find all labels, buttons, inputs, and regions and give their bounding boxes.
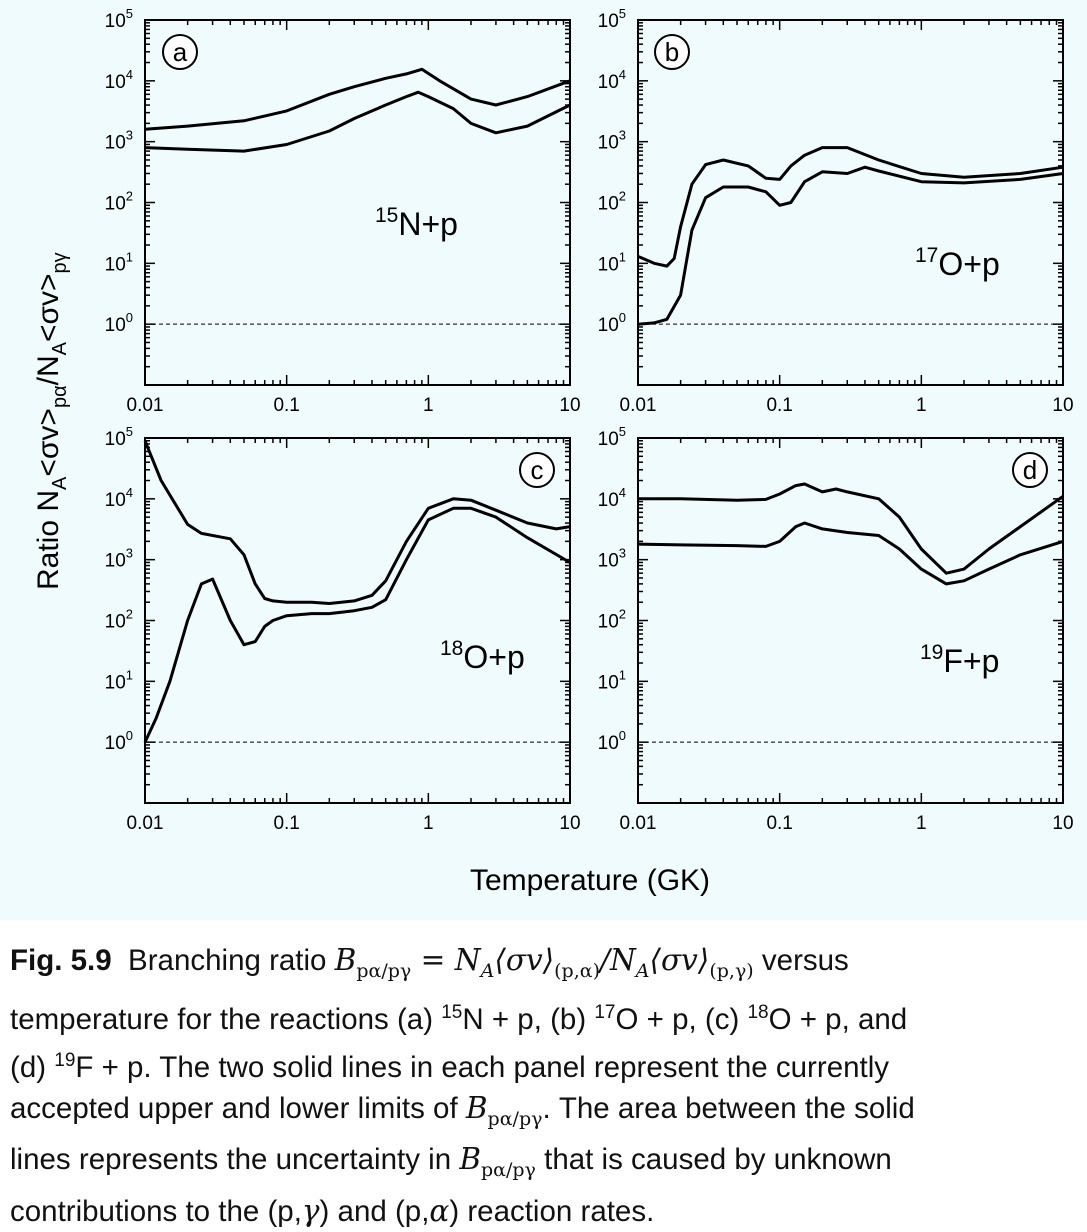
y-tick-label: 105 <box>105 424 133 450</box>
panel-label-circle <box>162 34 198 70</box>
y-tick-label: 103 <box>105 128 133 154</box>
panel-c: 0.01 0.1 1 10 100 101 102 103 104 105 c 18O+p <box>105 424 581 834</box>
upper-limit-line <box>143 440 571 605</box>
x-tick-label: 0.1 <box>766 395 792 416</box>
x-tick-label: 10 <box>1052 395 1073 416</box>
y-tick-label: 102 <box>105 607 133 633</box>
caption-math: Bpα/pγ = NA⟨σv⟩(p,α)/NA⟨σv⟩(p,γ) <box>334 943 754 982</box>
y-tick-label: 104 <box>598 485 626 511</box>
y-tick-label: 105 <box>105 6 133 32</box>
panel-label: a <box>173 37 188 67</box>
caption-line-1: Fig. 5.9 Branching ratio Bpα/pγ = NA⟨σv⟩… <box>10 943 849 982</box>
caption-line-5: lines represents the uncertainty in Bpα/… <box>10 1142 892 1182</box>
x-axis-label: Temperature (GK) <box>470 864 710 897</box>
x-tick-label: 0.01 <box>620 395 657 416</box>
reaction-label: 17O+p <box>915 244 1000 282</box>
panel-a: 0.01 0.1 1 10 100 101 102 103 104 105 a 15N+p <box>105 6 581 416</box>
panel-label: b <box>665 37 679 67</box>
x-tick-label: 10 <box>559 813 580 834</box>
caption-line-2: temperature for the reactions (a) 15N + … <box>10 1001 908 1036</box>
lower-limit-line <box>144 90 571 153</box>
y-tick-label: 105 <box>598 6 626 32</box>
x-tick-label: 1 <box>423 395 434 416</box>
lower-limit-line <box>143 506 571 743</box>
y-tick-label: 100 <box>105 728 133 754</box>
x-tick-label: 1 <box>916 395 927 416</box>
panel-d: 0.01 0.1 1 10 100 101 102 103 104 105 d 19F+p <box>598 424 1074 834</box>
y-tick-label: 103 <box>598 546 626 572</box>
upper-limit-line <box>144 67 571 131</box>
y-tick-label: 104 <box>105 485 133 511</box>
y-tick-label: 104 <box>105 67 133 93</box>
x-tick-label: 10 <box>559 395 580 416</box>
x-tick-label: 1 <box>916 813 927 834</box>
panel-frame <box>637 19 1064 386</box>
figure-number: Fig. 5.9 <box>10 944 112 977</box>
panel-label-circle <box>654 34 690 70</box>
x-tick-label: 0.1 <box>273 395 299 416</box>
upper-limit-line <box>638 482 1064 575</box>
y-axis-label: Ratio NA<σv>pα/NA<σv>pγ <box>32 252 71 590</box>
panel-b: 0.01 0.1 1 10 100 101 102 103 104 105 b 17O+p <box>598 6 1074 416</box>
figure-caption: Fig. 5.9 Branching ratio Bpα/pγ = NA⟨σv⟩… <box>10 940 1070 1232</box>
caption-line-3: (d) 19F + p. The two solid lines in each… <box>10 1049 890 1084</box>
panel-label: d <box>1023 455 1037 485</box>
panel-frame <box>144 437 571 804</box>
panel-label: c <box>531 455 544 485</box>
lower-limit-line <box>637 521 1064 586</box>
x-tick-label: 0.01 <box>620 813 657 834</box>
x-tick-label: 10 <box>1052 813 1073 834</box>
x-tick-label: 1 <box>423 813 434 834</box>
reaction-label: 15N+p <box>375 204 458 242</box>
y-tick-label: 101 <box>598 249 626 275</box>
y-tick-label: 103 <box>105 546 133 572</box>
y-tick-label: 101 <box>598 667 626 693</box>
y-tick-label: 100 <box>598 310 626 336</box>
x-tick-label: 0.1 <box>273 813 299 834</box>
panel-label-circle <box>519 452 555 488</box>
y-tick-label: 100 <box>105 310 133 336</box>
x-tick-label: 0.01 <box>127 395 164 416</box>
reaction-label: 19F+p <box>920 641 999 679</box>
x-tick-label: 0.1 <box>766 813 792 834</box>
panel-frame <box>144 19 571 386</box>
y-tick-label: 102 <box>598 607 626 633</box>
y-tick-label: 103 <box>598 128 626 154</box>
y-tick-label: 100 <box>598 728 626 754</box>
x-tick-label: 0.01 <box>127 813 164 834</box>
y-tick-label: 101 <box>105 667 133 693</box>
panel-label-circle <box>1012 452 1048 488</box>
caption-text: Branching ratio <box>128 944 335 977</box>
reaction-label: 18O+p <box>440 637 525 675</box>
y-tick-label: 101 <box>105 249 133 275</box>
y-tick-label: 104 <box>598 67 626 93</box>
y-tick-label: 102 <box>105 189 133 215</box>
caption-line-6: contributions to the (p,γ) and (p,α) rea… <box>10 1194 655 1229</box>
caption-line-4: accepted upper and lower limits of Bpα/p… <box>10 1090 915 1130</box>
y-tick-label: 102 <box>598 189 626 215</box>
upper-limit-line <box>637 146 1064 268</box>
y-tick-label: 105 <box>598 424 626 450</box>
lower-limit-line <box>637 165 1064 326</box>
